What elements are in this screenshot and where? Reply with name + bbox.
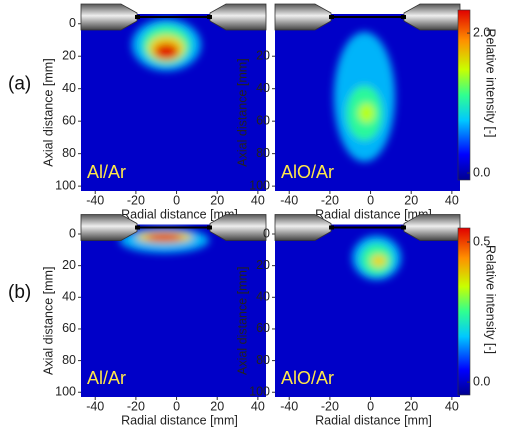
x-axis-label: Radial distance [mm]	[315, 413, 432, 427]
y-tick-label: 40	[62, 81, 76, 95]
nozzle-tip	[401, 15, 406, 19]
panel-tag: Al/Ar	[87, 368, 126, 388]
nozzle-tip	[329, 226, 334, 230]
y-tick-label: 100	[249, 178, 270, 192]
x-tick-label: 0	[367, 193, 374, 207]
x-tick-label: -40	[86, 193, 104, 207]
y-tick-label: 60	[256, 321, 270, 335]
x-tick-label: 20	[210, 399, 224, 413]
x-tick-label: 0	[367, 399, 374, 413]
x-tick-label: -20	[321, 399, 339, 413]
row-tag: (a)	[8, 74, 31, 95]
nozzle	[404, 4, 460, 30]
x-tick-label: 40	[251, 399, 265, 413]
intensity-map	[132, 19, 201, 71]
panel-tag: AlO/Ar	[281, 368, 334, 388]
y-axis-label: Axial distance [mm]	[235, 267, 249, 375]
panel-tag: Al/Ar	[87, 162, 126, 182]
colorbar-tick-label: 0.0	[473, 165, 490, 179]
y-tick-label: 0	[69, 16, 76, 30]
nozzle-tip	[207, 226, 212, 230]
y-tick-label: 40	[62, 290, 76, 304]
x-tick-label: 40	[445, 399, 459, 413]
x-tick-label: -20	[127, 399, 145, 413]
y-tick-label: 80	[256, 146, 270, 160]
intensity-map	[334, 32, 395, 162]
y-tick-label: 20	[256, 49, 270, 63]
x-tick-label: -40	[280, 399, 298, 413]
nozzle-tip	[135, 226, 140, 230]
x-tick-label: 20	[404, 399, 418, 413]
y-tick-label: 20	[256, 258, 270, 272]
nozzle	[81, 215, 137, 241]
x-tick-label: 0	[173, 399, 180, 413]
intensity-blob	[146, 233, 183, 241]
intensity-map	[352, 236, 401, 280]
x-tick-label: -40	[280, 193, 298, 207]
nozzle	[81, 4, 137, 30]
y-tick-label: 80	[62, 146, 76, 160]
panel-tag: AlO/Ar	[281, 162, 334, 182]
colorbar-label: Relative intensity [-]	[484, 245, 498, 354]
nozzle-tip	[207, 15, 212, 19]
x-tick-label: 20	[210, 193, 224, 207]
x-tick-label: 40	[445, 193, 459, 207]
x-tick-label: -20	[321, 193, 339, 207]
intensity-blob	[358, 103, 374, 122]
y-tick-label: 60	[256, 113, 270, 127]
nozzle-tip	[135, 15, 140, 19]
intensity-blob	[371, 255, 387, 268]
nozzle-tip	[329, 15, 334, 19]
y-tick-label: 100	[249, 385, 270, 399]
x-axis-label: Radial distance [mm]	[121, 413, 238, 427]
colorbar	[458, 10, 470, 180]
y-tick-label: 80	[62, 353, 76, 367]
y-tick-label: 40	[256, 81, 270, 95]
y-axis-label: Axial distance [mm]	[41, 58, 55, 166]
y-axis-label: Axial distance [mm]	[41, 267, 55, 375]
colorbar-tick-label: 0.0	[473, 374, 490, 388]
figure: (a) Al/Ar -40 -20 0 20 40 0 20 40 60 80 100 Radial di…	[0, 0, 507, 427]
y-tick-label: 40	[256, 290, 270, 304]
y-tick-label: 0	[263, 226, 270, 240]
nozzle	[404, 215, 460, 241]
y-tick-label: 100	[55, 178, 76, 192]
colorbar	[458, 228, 470, 395]
y-tick-label: 60	[62, 113, 76, 127]
y-tick-label: 20	[62, 49, 76, 63]
y-tick-label: 100	[55, 385, 76, 399]
row-tag: (b)	[8, 282, 31, 303]
nozzle	[210, 4, 266, 30]
x-tick-label: -20	[127, 193, 145, 207]
nozzle	[275, 215, 331, 241]
x-tick-label: 40	[251, 193, 265, 207]
y-tick-label: 80	[256, 353, 270, 367]
y-axis-label: Axial distance [mm]	[235, 58, 249, 166]
colorbar-label: Relative intensity [-]	[484, 28, 498, 137]
x-tick-label: -40	[86, 399, 104, 413]
nozzle	[275, 4, 331, 30]
x-tick-label: 0	[173, 193, 180, 207]
y-tick-label: 60	[62, 321, 76, 335]
x-tick-label: 20	[404, 193, 418, 207]
nozzle	[210, 215, 266, 241]
nozzle-tip	[401, 226, 406, 230]
y-tick-label: 0	[69, 226, 76, 240]
intensity-blob	[154, 43, 178, 59]
y-tick-label: 20	[62, 258, 76, 272]
